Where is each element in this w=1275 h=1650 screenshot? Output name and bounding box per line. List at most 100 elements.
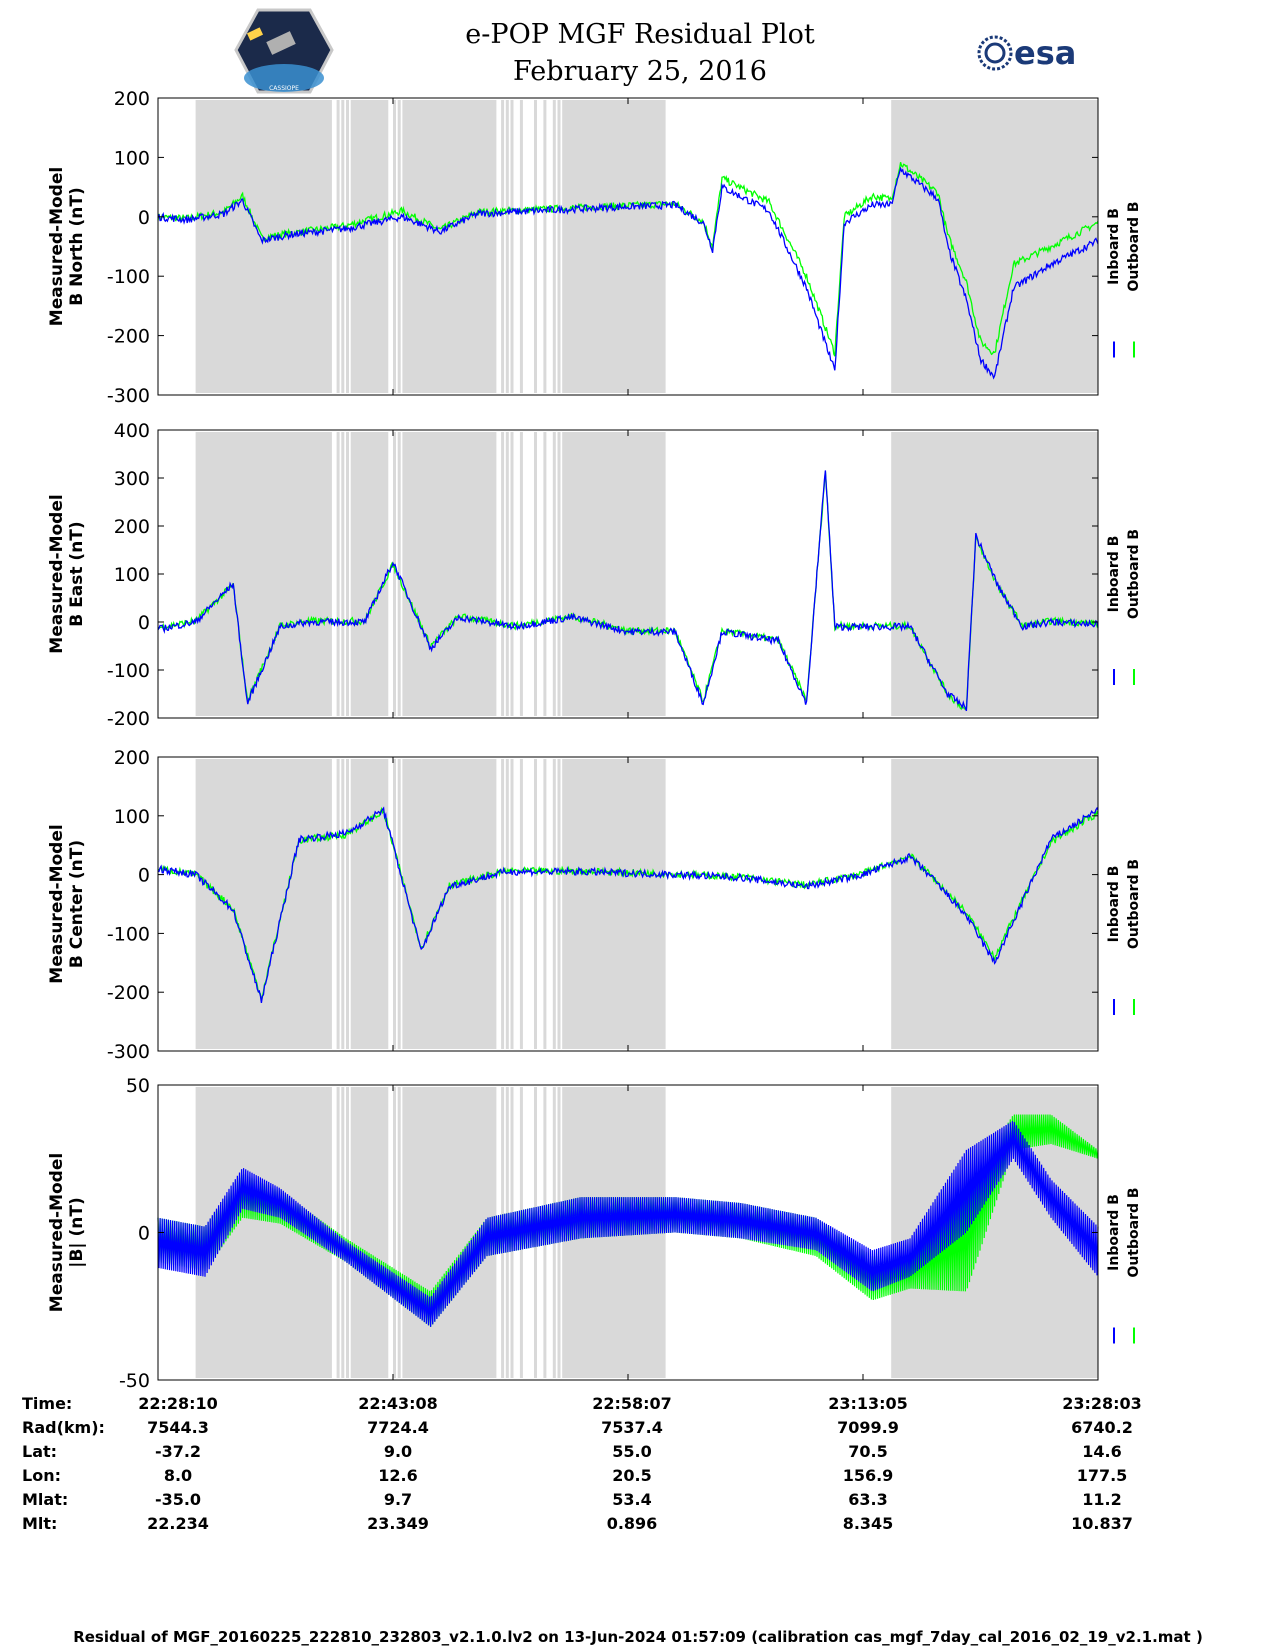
footer-cell: 156.9 [843,1466,894,1485]
shade-stripe [628,432,631,716]
footer-cell: 7724.4 [367,1418,429,1437]
shade-stripe [656,100,660,393]
shade-stripe [557,1087,561,1378]
footer-cell: 6740.2 [1071,1418,1133,1437]
shade-stripe [341,759,345,1049]
legend-outboard-label: Outboard B [1126,859,1142,949]
y-tick-label: -300 [107,385,150,407]
shade-stripe [393,100,396,393]
shade-stripe [637,100,641,393]
footer-cell: 70.5 [848,1442,887,1461]
footer-row-label: Rad(km): [22,1418,105,1437]
shade-block [891,432,1098,716]
footer-cell: 7537.4 [601,1418,663,1437]
shade-stripe [346,759,349,1049]
series-inboard [157,806,1099,1003]
footer-cell: 7099.9 [837,1418,899,1437]
footer-cell: 22:58:07 [592,1394,672,1413]
y-axis-label: Measured-Model|B| (nT) [47,1153,87,1312]
shade-block [402,432,497,716]
shade-stripe [632,432,636,716]
panel-4: 50 0 -50 Measured-Model|B| (nT) Inboard B Out… [47,1075,1142,1392]
shade-stripe [393,1087,396,1378]
shade-block [195,432,332,716]
eclipse-shading [195,432,1098,716]
legend-inboard-label: Inboard B [1106,208,1122,285]
cassiope-logo-text: CASSIOPE [269,85,299,92]
y-tick-label: 100 [114,564,150,586]
shade-stripe [646,432,650,716]
y-axis-label-line2: B Center (nT) [67,840,87,968]
shade-stripe [510,432,514,716]
series-inboard [157,470,1099,712]
shade-stripe [651,759,655,1049]
y-axis-label: Measured-ModelB East (nT) [47,494,87,653]
footer-cell: 8.345 [843,1514,894,1533]
shade-stripe [656,759,660,1049]
shade-stripe [341,100,345,393]
y-tick-label: 400 [114,420,150,442]
panel-1: 200 100 0 -100 -200 -300 Measured-ModelB North… [47,88,1142,407]
legend-outboard-label: Outboard B [1126,201,1142,291]
shade-block [562,759,666,1049]
series-inboard [157,166,1099,380]
shade-stripe [501,759,505,1049]
y-tick-label: 300 [114,468,150,490]
shade-stripe [505,759,509,1049]
y-tick-label: 200 [114,516,150,538]
shade-stripe [557,432,561,716]
series-outboard [157,471,1099,711]
y-axis-label-line1: Measured-Model [47,167,67,326]
footer-cell: 177.5 [1077,1466,1128,1485]
footer-cell: 7544.3 [147,1418,209,1437]
footer-note: Residual of MGF_20160225_222810_232803_v… [73,1628,1203,1646]
shade-stripe [543,759,547,1049]
shade-stripe [346,432,349,716]
shade-stripe [505,432,509,716]
shade-stripe [336,759,340,1049]
y-axis-label-line1: Measured-Model [47,1153,67,1312]
y-tick-label: 0 [138,612,150,634]
legend-outboard-label: Outboard B [1126,1187,1142,1277]
shade-stripe [393,759,396,1049]
shade-stripe [341,432,345,716]
footer-row-label: Mlat: [22,1490,68,1509]
title-line2: February 25, 2016 [513,56,767,87]
legend: Inboard B Outboard B [1106,859,1142,1015]
y-tick-label: 0 [138,865,150,887]
shade-block [195,759,332,1049]
footer-cell: 12.6 [378,1466,417,1485]
panel-2: 400 300 200 100 0 -100 -200 Measured-ModelB Eas… [47,420,1142,730]
shade-stripe [656,432,660,716]
shade-block [350,432,389,716]
footer-cell: 20.5 [612,1466,651,1485]
shade-stripe [534,759,537,1049]
footer-row-label: Time: [22,1394,72,1413]
footer-table: Time: 22:28:10 22:43:08 22:58:07 23:13:05 23:… [22,1394,1142,1533]
shade-stripe [651,100,655,393]
footer-cell: 11.2 [1082,1490,1121,1509]
shade-block [402,759,497,1049]
legend: Inboard B Outboard B [1106,201,1142,358]
y-axis-label-line2: B East (nT) [67,521,87,626]
panel-3: 200 100 0 -100 -200 -300 Measured-ModelB Cente… [47,747,1142,1063]
y-tick-label: 200 [114,88,150,110]
shade-stripe [336,100,340,393]
shade-stripe [651,432,655,716]
esa-logo-text: esa [1014,34,1076,72]
footer-row-label: Mlt: [22,1514,57,1533]
y-tick-label: -300 [107,1041,150,1063]
shade-stripe [632,759,636,1049]
shade-block [402,100,497,393]
footer-row-label: Lat: [22,1442,57,1461]
y-axis-label-line2: |B| (nT) [67,1197,87,1268]
y-tick-label: -200 [107,708,150,730]
shade-block [350,759,389,1049]
shade-block [562,100,666,393]
shade-stripe [557,759,561,1049]
footer-cell: 8.0 [164,1466,192,1485]
footer-cell: 23:13:05 [828,1394,908,1413]
shade-stripe [510,100,514,393]
